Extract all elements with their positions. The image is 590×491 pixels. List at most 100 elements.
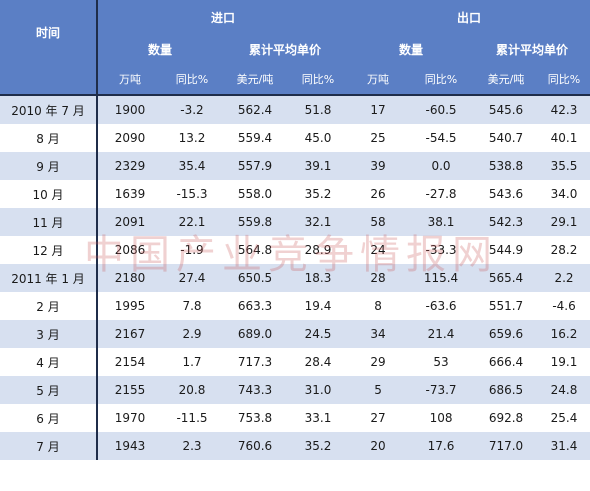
time-cell: 11 月 [0,208,98,236]
export-quantity-header: 数量 [348,34,475,64]
table-row: 12 月 2086 -1.9 564.8 28.9 24 -33.3 544.9 28.2 [0,236,590,264]
import-price-cell: 559.8 [222,208,288,236]
export-price-cell: 686.5 [474,376,539,404]
export-quantity-cell: 17 [348,94,409,124]
table-row: 9 月 2329 35.4 557.9 39.1 39 0.0 538.8 35.5 [0,152,590,180]
export-price-yoy-cell: 29.1 [538,208,590,236]
export-price-cell: 551.7 [474,292,539,320]
table-body: 2010 年 7 月 1900 -3.2 562.4 51.8 17 -60.5 545.6 4… [0,94,590,460]
import-quantity-yoy-cell: 13.2 [162,124,222,152]
import-price-yoy-cell: 33.1 [288,404,349,432]
export-price-yoy-unit: 同比% [538,64,590,95]
table-row: 10 月 1639 -15.3 558.0 35.2 26 -27.8 543.6 34.0 [0,180,590,208]
time-cell: 4 月 [0,348,98,376]
import-price-yoy-unit: 同比% [288,64,349,95]
export-price-yoy-cell: 25.4 [538,404,590,432]
export-quantity-yoy-cell: -73.7 [408,376,475,404]
import-price-yoy-cell: 19.4 [288,292,349,320]
export-quantity-cell: 34 [348,320,409,348]
export-price-yoy-cell: -4.6 [538,292,590,320]
import-quantity-cell: 2090 [97,124,162,152]
export-price-cell: 692.8 [474,404,539,432]
export-quantity-cell: 58 [348,208,409,236]
export-price-yoy-cell: 40.1 [538,124,590,152]
export-price-yoy-cell: 28.2 [538,236,590,264]
import-quantity-cell: 2091 [97,208,162,236]
export-quantity-yoy-cell: -27.8 [408,180,475,208]
export-quantity-yoy-cell: 115.4 [408,264,475,292]
import-price-cell: 564.8 [222,236,288,264]
export-quantity-cell: 39 [348,152,409,180]
table-row: 7 月 1943 2.3 760.6 35.2 20 17.6 717.0 31.4 [0,432,590,460]
table-header: 时间 进口 出口 数量 累计平均单价 数量 累计平均单价 万吨 同比% 美元/吨… [0,0,590,95]
import-quantity-yoy-cell: 22.1 [162,208,222,236]
import-price-cell: 717.3 [222,348,288,376]
import-quantity-cell: 1995 [97,292,162,320]
export-price-yoy-cell: 19.1 [538,348,590,376]
import-quantity-cell: 2086 [97,236,162,264]
import-quantity-yoy-cell: -3.2 [162,94,222,124]
export-price-cell: 545.6 [474,94,539,124]
export-price-yoy-cell: 2.2 [538,264,590,292]
import-price-yoy-cell: 35.2 [288,432,349,460]
import-quantity-cell: 2155 [97,376,162,404]
trade-table: 时间 进口 出口 数量 累计平均单价 数量 累计平均单价 万吨 同比% 美元/吨… [0,0,590,460]
export-quantity-yoy-cell: -54.5 [408,124,475,152]
import-qty-unit: 万吨 [97,64,162,95]
export-price-cell: 666.4 [474,348,539,376]
import-quantity-yoy-cell: 1.7 [162,348,222,376]
table-row: 6 月 1970 -11.5 753.8 33.1 27 108 692.8 25.4 [0,404,590,432]
export-quantity-yoy-cell: 0.0 [408,152,475,180]
import-quantity-cell: 1943 [97,432,162,460]
export-qty-yoy-unit: 同比% [408,64,475,95]
import-price-cell: 559.4 [222,124,288,152]
export-price-cell: 717.0 [474,432,539,460]
export-price-cell: 542.3 [474,208,539,236]
import-price-cell: 650.5 [222,264,288,292]
table-row: 3 月 2167 2.9 689.0 24.5 34 21.4 659.6 16.2 [0,320,590,348]
export-price-cell: 538.8 [474,152,539,180]
import-price-yoy-cell: 28.4 [288,348,349,376]
export-quantity-cell: 29 [348,348,409,376]
export-quantity-yoy-cell: 38.1 [408,208,475,236]
export-quantity-cell: 27 [348,404,409,432]
import-price-cell: 753.8 [222,404,288,432]
export-header: 出口 [348,0,590,34]
import-price-cell: 689.0 [222,320,288,348]
import-quantity-yoy-cell: -1.9 [162,236,222,264]
export-quantity-yoy-cell: 21.4 [408,320,475,348]
import-price-cell: 663.3 [222,292,288,320]
time-cell: 8 月 [0,124,98,152]
import-quantity-cell: 1639 [97,180,162,208]
export-quantity-cell: 28 [348,264,409,292]
time-cell: 2010 年 7 月 [0,94,98,124]
table-row: 2 月 1995 7.8 663.3 19.4 8 -63.6 551.7 -4.6 [0,292,590,320]
export-price-cell: 565.4 [474,264,539,292]
export-price-yoy-cell: 16.2 [538,320,590,348]
import-quantity-yoy-cell: -11.5 [162,404,222,432]
table-row: 2010 年 7 月 1900 -3.2 562.4 51.8 17 -60.5 545.6 4… [0,94,590,124]
export-price-yoy-cell: 35.5 [538,152,590,180]
import-quantity-yoy-cell: 35.4 [162,152,222,180]
time-cell: 2011 年 1 月 [0,264,98,292]
import-price-yoy-cell: 45.0 [288,124,349,152]
export-quantity-yoy-cell: 108 [408,404,475,432]
import-price-yoy-cell: 31.0 [288,376,349,404]
export-qty-unit: 万吨 [348,64,409,95]
export-price-cell: 544.9 [474,236,539,264]
import-price-unit: 美元/吨 [222,64,288,95]
export-quantity-cell: 26 [348,180,409,208]
export-price-cell: 540.7 [474,124,539,152]
import-quantity-cell: 2154 [97,348,162,376]
export-quantity-cell: 25 [348,124,409,152]
import-price-yoy-cell: 28.9 [288,236,349,264]
import-price-yoy-cell: 39.1 [288,152,349,180]
import-quantity-cell: 2180 [97,264,162,292]
export-quantity-yoy-cell: -33.3 [408,236,475,264]
import-quantity-yoy-cell: 2.3 [162,432,222,460]
export-quantity-yoy-cell: -63.6 [408,292,475,320]
export-quantity-yoy-cell: 17.6 [408,432,475,460]
time-cell: 6 月 [0,404,98,432]
time-cell: 12 月 [0,236,98,264]
import-qty-yoy-unit: 同比% [162,64,222,95]
